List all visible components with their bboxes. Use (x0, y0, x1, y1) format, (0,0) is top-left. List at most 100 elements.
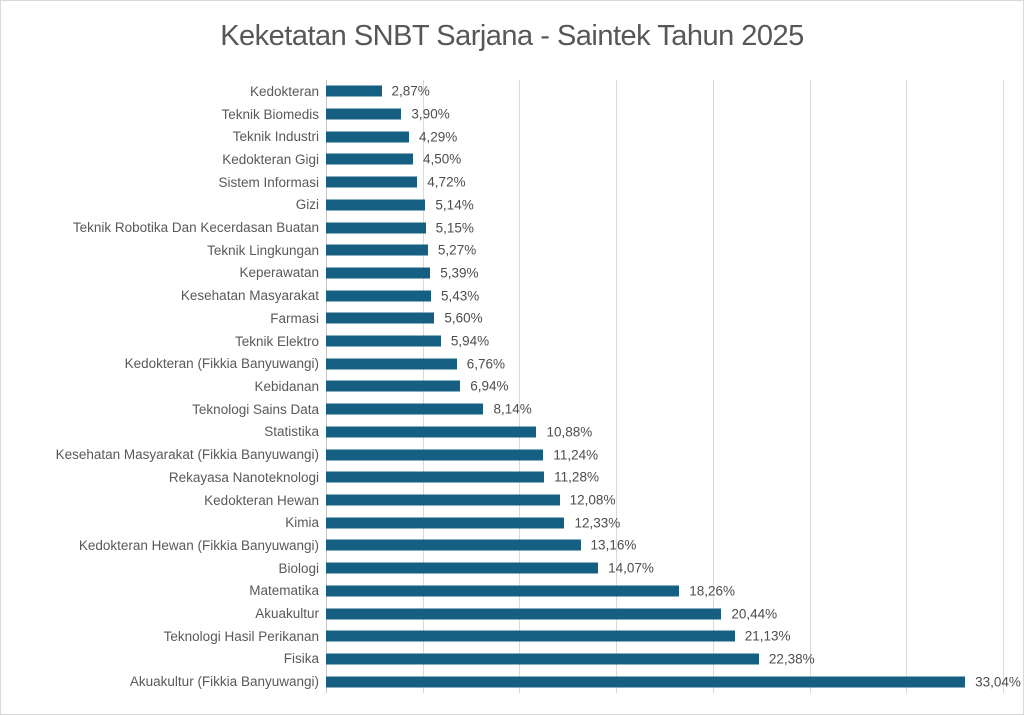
bar-row: Teknologi Hasil Perikanan 21,13% (1, 625, 1024, 648)
category-label: Farmasi (270, 310, 319, 326)
bar (326, 312, 435, 324)
category-label: Matematika (249, 583, 319, 599)
bar-row: Matematika 18,26% (1, 579, 1024, 602)
value-label: 12,33% (574, 515, 621, 531)
category-label: Kedokteran Hewan (Fikkia Banyuwangi) (78, 537, 319, 553)
bar (326, 403, 484, 415)
bar-row: Sistem Informasi 4,72% (1, 171, 1024, 194)
value-label: 6,94% (470, 378, 509, 394)
gridline (809, 80, 811, 693)
bar-row: Gizi 5,14% (1, 194, 1024, 217)
value-label: 14,07% (608, 560, 654, 576)
bar-row: Akuakultur 20,44% (1, 602, 1024, 625)
bar-row: Kedokteran Gigi 4,50% (1, 148, 1024, 171)
bar (326, 380, 461, 392)
bar (326, 199, 426, 211)
value-label: 12,08% (569, 492, 616, 508)
bar-row: Teknik Elektro 5,94% (1, 330, 1024, 353)
gridline (906, 80, 908, 693)
value-label: 5,43% (441, 288, 480, 304)
category-label: Akuakultur (255, 606, 319, 622)
bar (326, 222, 426, 234)
bar-row: Kedokteran (Fikkia Banyuwangi) 6,76% (1, 352, 1024, 375)
bar (326, 449, 544, 461)
bar-row: Teknologi Sains Data 8,14% (1, 398, 1024, 421)
category-label: Rekayasa Nanoteknologi (168, 469, 319, 485)
bar-row: Kimia 12,33% (1, 511, 1024, 534)
value-label: 5,27% (437, 242, 477, 258)
category-label: Teknik Lingkungan (207, 242, 319, 258)
bar (326, 358, 457, 370)
bar (326, 630, 735, 642)
bar (326, 494, 560, 506)
bar (326, 244, 428, 256)
category-label: Fisika (283, 651, 319, 667)
bar (326, 153, 414, 165)
bar (326, 471, 545, 483)
bar (326, 108, 402, 120)
value-label: 10,88% (546, 424, 593, 440)
category-label: Kedokteran Hewan (204, 492, 319, 508)
category-label: Kedokteran (249, 83, 319, 99)
category-label: Kesehatan Masyarakat (Fikkia Banyuwangi) (55, 447, 319, 463)
bar (326, 267, 431, 279)
value-label: 4,29% (418, 129, 458, 145)
value-label: 22,38% (768, 651, 815, 667)
category-label: Gizi (295, 197, 319, 213)
value-label: 4,50% (423, 151, 462, 167)
category-label: Teknik Biomedis (221, 106, 319, 122)
gridline (1003, 80, 1004, 693)
category-label: Kimia (285, 515, 319, 531)
bar (326, 539, 581, 551)
category-label: Teknik Elektro (234, 333, 319, 349)
bar-row: Kesehatan Masyarakat (Fikkia Banyuwangi)… (1, 443, 1024, 466)
category-label: Kesehatan Masyarakat (180, 288, 319, 304)
value-label: 5,94% (450, 333, 490, 349)
bar (326, 131, 409, 143)
value-label: 18,26% (689, 583, 735, 599)
category-label: Kedokteran (Fikkia Banyuwangi) (124, 356, 319, 372)
value-label: 21,13% (744, 628, 791, 644)
category-label: Biologi (278, 560, 319, 576)
chart-title: Keketatan SNBT Sarjana - Saintek Tahun 2… (220, 20, 804, 52)
category-label: Kebidanan (254, 378, 319, 394)
category-label: Akuakultur (Fikkia Banyuwangi) (129, 674, 319, 690)
category-label: Teknologi Sains Data (192, 401, 319, 417)
bar-row: Kedokteran Hewan 12,08% (1, 489, 1024, 512)
bar-row: Biologi 14,07% (1, 557, 1024, 580)
value-label: 6,76% (466, 356, 506, 372)
bar-row: Kedokteran 2,87% (1, 80, 1024, 103)
value-label: 8,14% (493, 401, 532, 417)
bar (326, 676, 966, 688)
bar-row: Kesehatan Masyarakat 5,43% (1, 284, 1024, 307)
category-label: Statistika (264, 424, 319, 440)
gridline (616, 80, 618, 693)
bar (326, 608, 722, 620)
bar (326, 653, 759, 665)
bar (326, 335, 441, 347)
bar-row: Keperawatan 5,39% (1, 262, 1024, 285)
value-label: 13,16% (590, 537, 637, 553)
value-label: 11,28% (554, 469, 599, 485)
gridline (712, 80, 714, 693)
bar (326, 562, 599, 574)
bar (326, 585, 680, 597)
bar (326, 176, 418, 188)
category-label: Teknik Industri (232, 129, 319, 145)
bar (326, 517, 565, 529)
bar-row: Fisika 22,38% (1, 648, 1024, 671)
bar (326, 426, 537, 438)
bar-row: Teknik Biomedis 3,90% (1, 103, 1024, 126)
category-label: Teknologi Hasil Perikanan (163, 628, 319, 644)
value-label: 5,60% (444, 310, 483, 326)
bar (326, 290, 432, 302)
value-label: 3,90% (411, 106, 450, 122)
gridline (519, 80, 521, 693)
bar-row: Teknik Industri 4,29% (1, 125, 1024, 148)
value-label: 4,72% (427, 174, 466, 190)
value-label: 20,44% (731, 606, 778, 622)
bar-row: Kedokteran Hewan (Fikkia Banyuwangi) 13,1… (1, 534, 1024, 557)
value-label: 11,24% (553, 447, 599, 463)
bar-row: Farmasi 5,60% (1, 307, 1024, 330)
